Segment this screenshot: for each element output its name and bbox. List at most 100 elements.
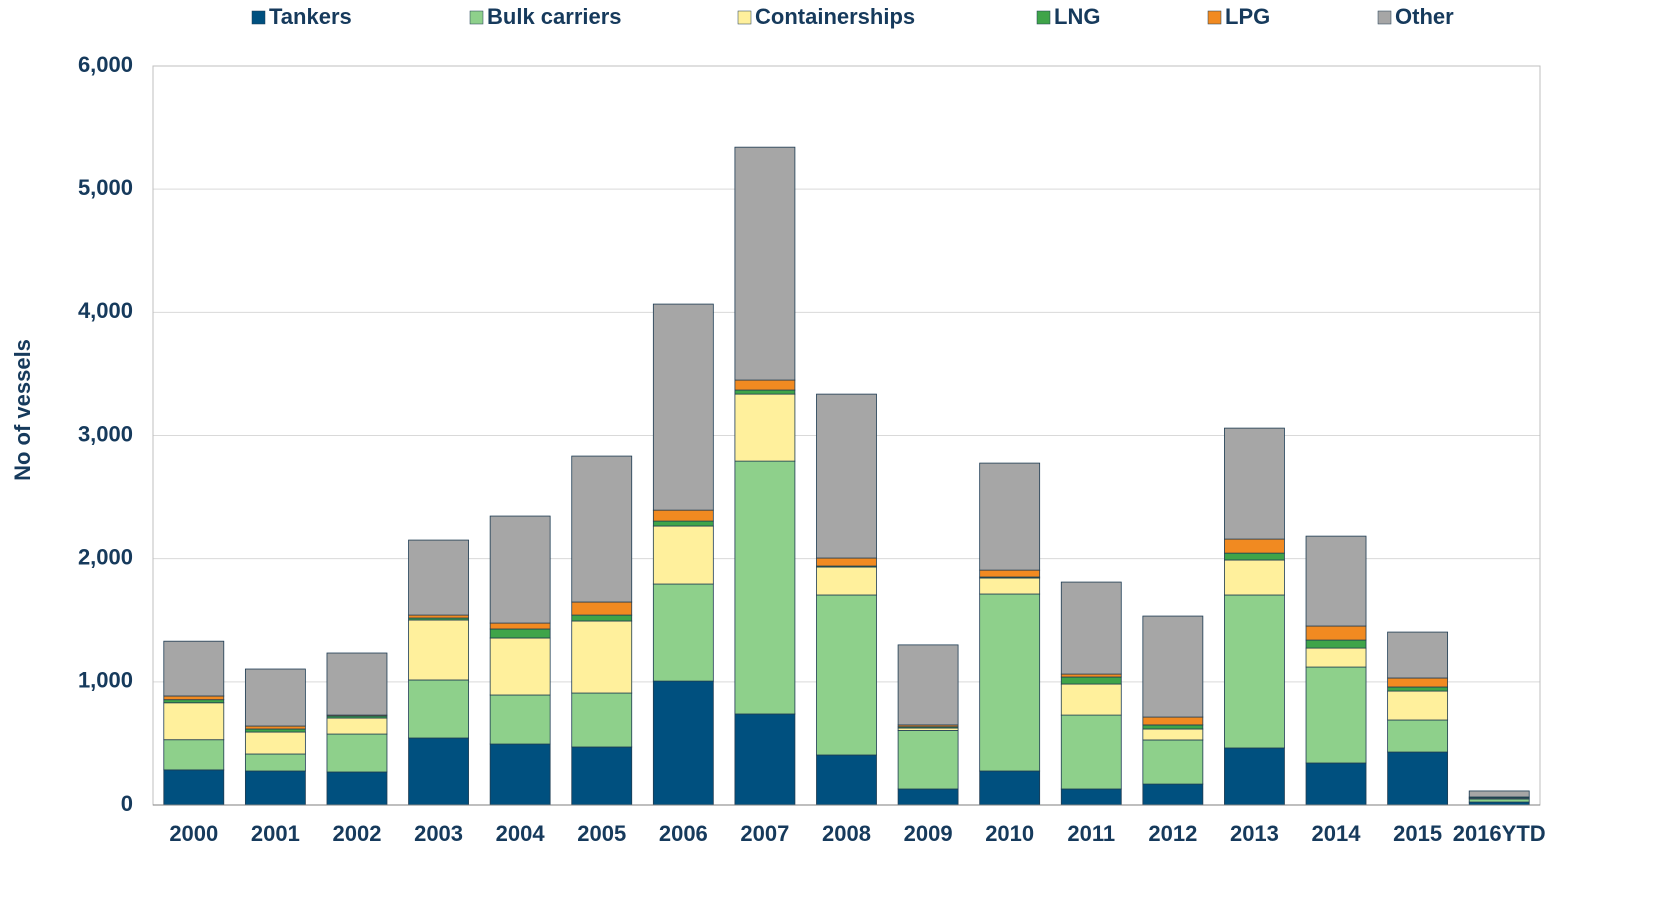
y-tick-label: 0 — [121, 791, 133, 816]
bar-segment — [652, 583, 714, 682]
bar-segment — [979, 770, 1041, 806]
bar-segment — [1305, 647, 1367, 668]
bar-segment — [734, 389, 796, 395]
bar-segment — [326, 717, 388, 735]
y-tick-label: 1,000 — [78, 668, 133, 693]
y-tick-label: 2,000 — [78, 544, 133, 569]
x-tick-label: 2007 — [740, 821, 789, 846]
x-tick-label: 2015 — [1393, 821, 1442, 846]
bar-segment — [1468, 798, 1530, 803]
bar-segment — [489, 743, 551, 806]
bar-segment — [1387, 631, 1449, 679]
bar-segment — [489, 637, 551, 696]
bar-segment — [408, 619, 469, 681]
bar-segment — [652, 520, 714, 527]
bar-segment — [979, 462, 1041, 571]
legend-swatch — [251, 10, 266, 25]
x-tick-label: 2001 — [251, 821, 300, 846]
bar-segment — [244, 753, 306, 772]
bar-segment — [1387, 690, 1449, 721]
bar-segment — [244, 725, 306, 730]
bar-segment — [1224, 747, 1285, 806]
bar-segment — [1142, 728, 1204, 741]
bar-segment — [244, 770, 306, 806]
bar-segment — [571, 614, 633, 622]
bar-segment — [734, 393, 796, 462]
y-tick-label: 4,000 — [78, 298, 133, 323]
x-tick-label: 2000 — [169, 821, 218, 846]
bar-segment — [1224, 552, 1285, 561]
bar-segment — [326, 733, 388, 773]
bar-segment — [1224, 559, 1285, 596]
bar-segment — [1387, 686, 1449, 692]
x-tick-label: 2013 — [1230, 821, 1279, 846]
bar-segment — [1305, 625, 1367, 641]
bar-segment — [816, 557, 877, 567]
bar-segment — [326, 771, 388, 806]
bar-segment — [244, 668, 306, 727]
bar-segment — [652, 303, 714, 511]
bar-segment — [897, 644, 959, 726]
y-tick-label: 3,000 — [78, 421, 133, 446]
bar-segment — [816, 566, 877, 596]
bar-segment — [1142, 615, 1204, 718]
bar-segment — [1060, 673, 1122, 678]
bar-segment — [897, 788, 959, 806]
bar-segment — [734, 460, 796, 715]
x-tick-label: 2002 — [332, 821, 381, 846]
bar-segment — [734, 379, 796, 391]
bar-segment — [244, 731, 306, 755]
bar-segment — [1305, 762, 1367, 806]
legend-label: Containerships — [755, 4, 915, 29]
x-tick-label: 2010 — [985, 821, 1034, 846]
bar-segment — [489, 622, 551, 630]
bar-segment — [979, 593, 1041, 772]
bar-segment — [979, 569, 1041, 578]
y-tick-label: 5,000 — [78, 175, 133, 200]
legend-label: Tankers — [269, 4, 352, 29]
bar-segment — [571, 746, 633, 806]
x-tick-label: 2016YTD — [1453, 821, 1546, 846]
bar-segment — [571, 455, 633, 603]
bar-segment — [163, 702, 225, 741]
y-tick-label: 6,000 — [78, 52, 133, 77]
bar-segment — [1305, 639, 1367, 649]
x-tick-label: 2014 — [1312, 821, 1362, 846]
bar-segment — [489, 628, 551, 639]
bar-segment — [1387, 719, 1449, 753]
bar-segment — [408, 737, 469, 806]
bar-segment — [816, 754, 877, 806]
bar-segment — [571, 692, 633, 748]
x-tick-label: 2004 — [496, 821, 546, 846]
legend-swatch — [469, 10, 484, 25]
bar-segment — [244, 728, 306, 733]
bar-segment — [1305, 535, 1367, 627]
bar-segment — [1142, 739, 1204, 785]
bar-segment — [1224, 594, 1285, 749]
bar-segment — [163, 739, 225, 771]
bar-segment — [408, 539, 469, 616]
bar-segment — [1224, 538, 1285, 554]
bar-segment — [652, 680, 714, 806]
legend-swatch — [737, 10, 752, 25]
bar-segment — [652, 525, 714, 585]
bar-segment — [652, 509, 714, 522]
bar-segment — [1060, 714, 1122, 790]
bar-segment — [163, 769, 225, 806]
bar-segment — [163, 695, 225, 701]
bar-segment — [1060, 676, 1122, 685]
bar-segment — [1224, 427, 1285, 540]
bar-segment — [816, 393, 877, 559]
bar-segment — [734, 146, 796, 381]
bar-segment — [1305, 666, 1367, 764]
x-tick-label: 2003 — [414, 821, 463, 846]
x-tick-label: 2005 — [577, 821, 626, 846]
legend-label: Other — [1395, 4, 1454, 29]
bar-segment — [1142, 783, 1204, 806]
bar-segment — [897, 730, 959, 790]
bar-segment — [1387, 751, 1449, 806]
bar-segment — [1468, 790, 1530, 798]
bar-segment — [571, 601, 633, 616]
bar-segment — [734, 713, 796, 806]
legend-label: LPG — [1225, 4, 1270, 29]
